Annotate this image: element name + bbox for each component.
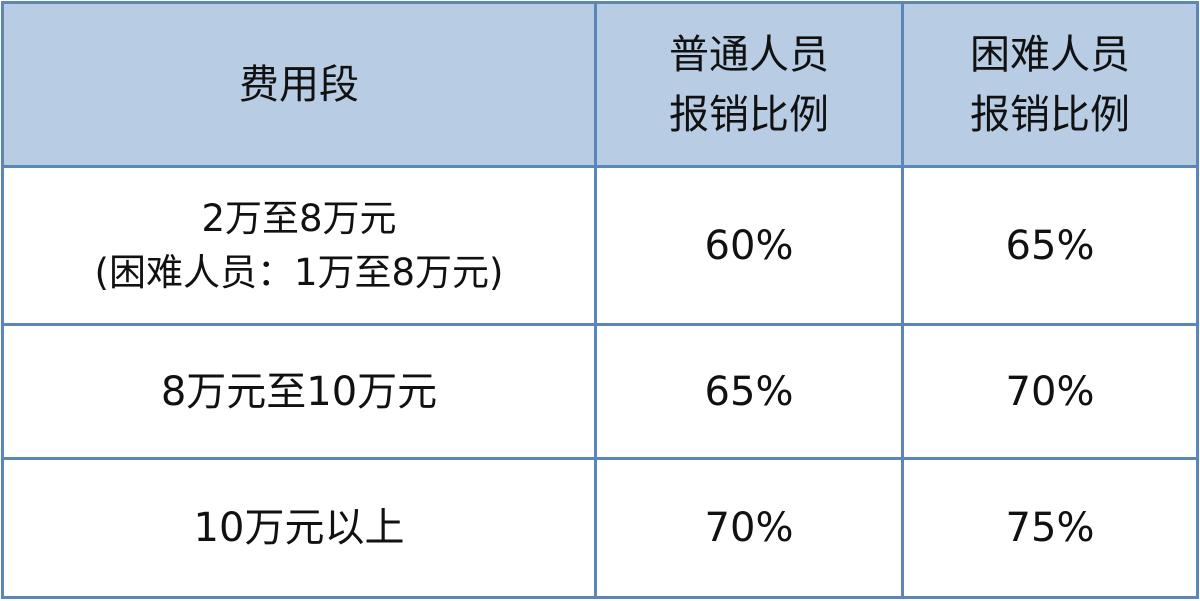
- hardship-ratio-cell: 65%: [901, 165, 1199, 326]
- hardship-ratio-cell: 75%: [901, 457, 1199, 599]
- range-text: 10万元以上: [193, 505, 405, 551]
- table-row: 2万至8万元 (困难人员：1万至8万元) 60% 65%: [1, 165, 1199, 326]
- normal-ratio-cell: 60%: [594, 165, 904, 326]
- table-row: 10万元以上 70% 75%: [1, 457, 1199, 599]
- header-text: 费用段: [239, 61, 359, 108]
- normal-ratio-cell: 65%: [594, 323, 904, 460]
- range-note: (困难人员：1万至8万元): [94, 250, 504, 294]
- header-text: 报销比例: [669, 91, 829, 138]
- range-text: 2万至8万元: [201, 196, 397, 240]
- table-row: 8万元至10万元 65% 70%: [1, 323, 1199, 460]
- header-text: 困难人员: [970, 31, 1130, 78]
- header-cost-range: 费用段: [1, 1, 597, 168]
- header-normal-ratio: 普通人员 报销比例: [594, 1, 904, 168]
- header-text: 普通人员: [669, 31, 829, 78]
- cost-range-cell: 8万元至10万元: [1, 323, 597, 460]
- hardship-ratio-cell: 70%: [901, 323, 1199, 460]
- cost-range-cell: 2万至8万元 (困难人员：1万至8万元): [1, 165, 597, 326]
- header-text: 报销比例: [970, 91, 1130, 138]
- header-row: 费用段 普通人员报销比例 困难人员报销比例: [1, 1, 1199, 168]
- cost-range-cell: 10万元以上: [1, 457, 597, 599]
- header-hardship-ratio: 困难人员 报销比例: [901, 1, 1199, 168]
- normal-ratio-cell: 70%: [594, 457, 904, 599]
- range-text: 8万元至10万元: [160, 368, 438, 415]
